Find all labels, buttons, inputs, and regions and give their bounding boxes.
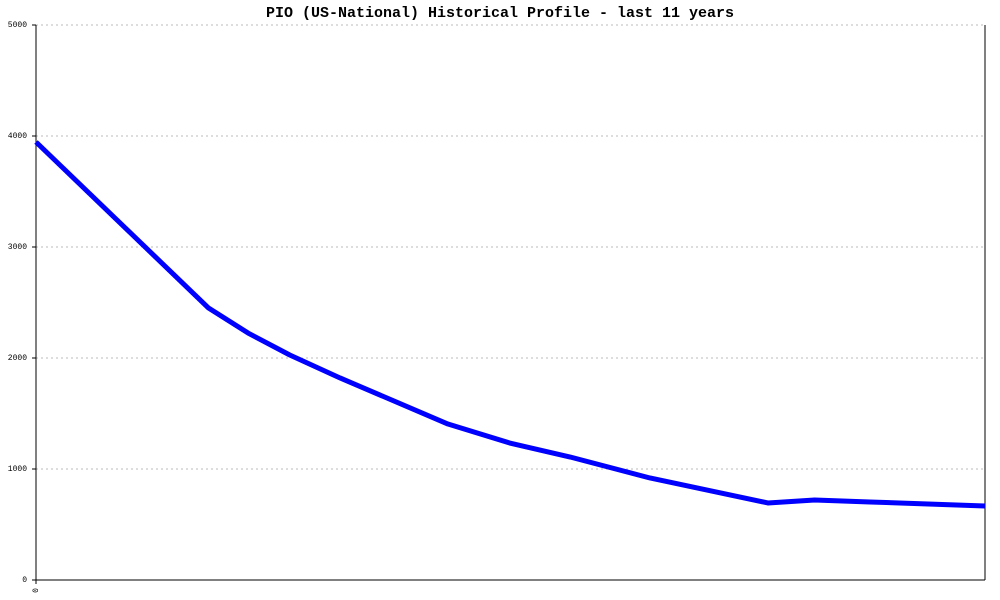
y-tick-label: 5000 bbox=[8, 21, 27, 30]
y-tick-label: 0 bbox=[22, 576, 27, 585]
y-tick-label: 4000 bbox=[8, 132, 27, 141]
chart-title: PIO (US-National) Historical Profile - l… bbox=[266, 5, 734, 22]
y-tick-label: 2000 bbox=[8, 354, 27, 363]
y-tick-label: 1000 bbox=[8, 465, 27, 474]
x-tick-label: 0 bbox=[32, 588, 41, 593]
line bbox=[34, 140, 986, 509]
y-tick-label: 3000 bbox=[8, 243, 27, 252]
